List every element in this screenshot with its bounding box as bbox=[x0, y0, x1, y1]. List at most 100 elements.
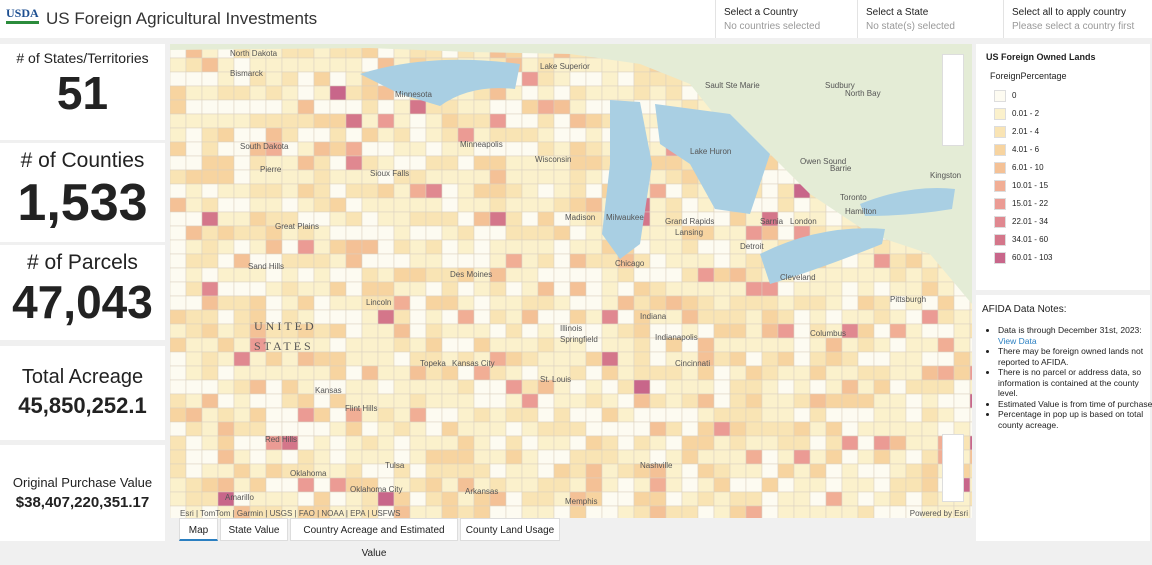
county bbox=[329, 113, 347, 129]
county bbox=[649, 71, 667, 87]
county bbox=[569, 281, 587, 297]
county bbox=[233, 323, 251, 339]
county bbox=[777, 225, 795, 241]
filter[interactable]: Select a Country No countries selected bbox=[715, 0, 857, 38]
county bbox=[649, 435, 667, 451]
county bbox=[969, 351, 987, 367]
county bbox=[713, 309, 731, 325]
county bbox=[361, 197, 379, 213]
map-label: Cincinnati bbox=[675, 359, 710, 368]
county bbox=[537, 99, 555, 115]
map-label: Des Moines bbox=[450, 270, 492, 279]
county bbox=[665, 197, 683, 213]
legend-swatch bbox=[994, 216, 1006, 228]
county bbox=[857, 267, 875, 283]
legend-panel: US Foreign Owned Lands ForeignPercentage… bbox=[976, 44, 1150, 290]
county bbox=[585, 225, 603, 241]
county bbox=[905, 323, 923, 339]
county bbox=[425, 379, 443, 395]
note-link[interactable]: View Data bbox=[998, 335, 1037, 346]
zoom-controls[interactable] bbox=[942, 434, 964, 502]
county bbox=[185, 239, 203, 255]
county bbox=[489, 309, 507, 325]
county bbox=[857, 337, 875, 353]
tab[interactable]: State Value bbox=[220, 518, 288, 541]
county bbox=[761, 225, 779, 241]
county bbox=[169, 393, 187, 409]
county bbox=[729, 505, 747, 521]
filter[interactable]: Select a State No state(s) selected bbox=[857, 0, 1003, 38]
county bbox=[233, 309, 251, 325]
county bbox=[201, 155, 219, 171]
county bbox=[169, 281, 187, 297]
county bbox=[617, 393, 635, 409]
county bbox=[873, 351, 891, 367]
county bbox=[969, 323, 987, 339]
county bbox=[617, 435, 635, 451]
county bbox=[425, 281, 443, 297]
county bbox=[297, 435, 315, 451]
county bbox=[681, 505, 699, 521]
county bbox=[537, 407, 555, 423]
stat-card: # of States/Territories 51 bbox=[0, 44, 165, 140]
county bbox=[793, 407, 811, 423]
map[interactable]: North Dakota Bismarck South Dakota Pierre Mi… bbox=[169, 43, 987, 521]
legend-label: 10.01 - 15 bbox=[1012, 181, 1049, 190]
county bbox=[505, 281, 523, 297]
county bbox=[809, 477, 827, 493]
county bbox=[953, 309, 971, 325]
county bbox=[313, 239, 331, 255]
county bbox=[345, 71, 363, 87]
county bbox=[377, 309, 395, 325]
county bbox=[201, 421, 219, 437]
county bbox=[825, 421, 843, 437]
county bbox=[249, 197, 267, 213]
tab[interactable]: Country Acreage and Estimated Value bbox=[290, 518, 458, 559]
county bbox=[313, 127, 331, 143]
county bbox=[969, 463, 987, 479]
county bbox=[233, 183, 251, 199]
county bbox=[921, 323, 939, 339]
county bbox=[169, 337, 187, 353]
county bbox=[585, 169, 603, 185]
county bbox=[505, 407, 523, 423]
county bbox=[185, 127, 203, 143]
county bbox=[281, 85, 299, 101]
county bbox=[329, 477, 347, 493]
map-tools[interactable] bbox=[942, 54, 964, 146]
county bbox=[649, 169, 667, 185]
county bbox=[537, 71, 555, 87]
county bbox=[249, 239, 267, 255]
tab[interactable]: Map bbox=[179, 518, 218, 541]
county bbox=[473, 281, 491, 297]
county bbox=[361, 337, 379, 353]
map-label: Kansas City bbox=[452, 359, 495, 368]
county bbox=[249, 99, 267, 115]
county bbox=[297, 407, 315, 423]
county bbox=[265, 463, 283, 479]
county bbox=[713, 337, 731, 353]
county bbox=[329, 393, 347, 409]
county bbox=[761, 351, 779, 367]
county bbox=[761, 295, 779, 311]
county bbox=[889, 407, 907, 423]
county bbox=[233, 421, 251, 437]
tab[interactable]: County Land Usage bbox=[460, 518, 560, 541]
legend-label: 34.01 - 60 bbox=[1012, 235, 1049, 244]
county bbox=[441, 281, 459, 297]
county bbox=[793, 379, 811, 395]
county bbox=[169, 253, 187, 269]
county bbox=[425, 421, 443, 437]
county bbox=[377, 337, 395, 353]
filter[interactable]: Select all to apply country Please select… bbox=[1003, 0, 1152, 38]
county bbox=[297, 99, 315, 115]
county bbox=[409, 99, 427, 115]
map-label: Oklahoma bbox=[290, 469, 327, 478]
county bbox=[585, 393, 603, 409]
county bbox=[505, 239, 523, 255]
county bbox=[649, 393, 667, 409]
county bbox=[569, 155, 587, 171]
county bbox=[713, 435, 731, 451]
county bbox=[265, 295, 283, 311]
county bbox=[617, 407, 635, 423]
